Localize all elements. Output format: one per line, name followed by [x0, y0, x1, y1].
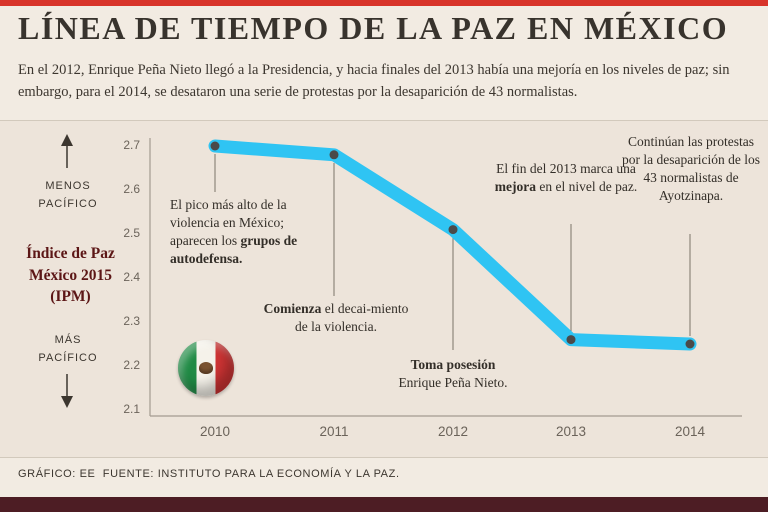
annotation-2013-post: en el nivel de paz. [536, 178, 638, 194]
y-tick-label: 2.6 [123, 182, 140, 196]
more-peaceful-label: MÁS PACÍFICO [38, 334, 98, 364]
annotation-2014-text: Continúan las protestas por la desaparic… [622, 134, 760, 203]
annotation-2012: Toma posesión Enrique Peña Nieto. [375, 356, 531, 392]
annotation-2013-bold: mejora [494, 178, 536, 194]
intro-text: En el 2012, Enrique Peña Nieto llegó a l… [18, 62, 730, 100]
annotation-2013-pre: El fin del 2013 marca una [496, 161, 636, 176]
x-tick-label: 2011 [319, 424, 349, 439]
flag-emblem-icon [199, 362, 213, 374]
less-peaceful-label: MENOS PACÍFICO [38, 180, 98, 210]
x-tick-label: 2012 [437, 424, 469, 439]
x-tick-label: 2010 [199, 424, 231, 439]
annotation-2014: Continúan las protestas por la desaparic… [620, 133, 762, 205]
x-tick-label: 2014 [674, 424, 706, 439]
annotation-2012-bold: Toma posesión [410, 357, 496, 372]
annotation-2010-bold: grupos de autodefensa. [170, 232, 298, 266]
top-accent-bar [0, 0, 768, 6]
y-tick-label: 2.3 [123, 314, 140, 328]
page-title: LÍNEA DE TIEMPO DE LA PAZ EN MÉXICO [18, 10, 729, 46]
annotation-2011: Comienza el decai-miento de la violencia… [256, 300, 416, 336]
y-tick-label: 2.7 [123, 138, 140, 152]
annotation-2011-bold: Comienza [263, 301, 322, 316]
bottom-accent-bar [0, 497, 768, 512]
y-tick-label: 2.1 [123, 402, 140, 416]
annotation-2010-text: El pico más alto de la violencia en Méxi… [170, 197, 287, 248]
annotation-2010: El pico más alto de la violencia en Méxi… [170, 196, 328, 268]
y-tick-label: 2.2 [123, 358, 140, 372]
peace-index-label: Índice de Paz México 2015 (IPM) [26, 245, 115, 306]
annotation-2011-text: el decai-miento de la violencia. [294, 301, 409, 334]
mexico-flag-icon [178, 340, 234, 396]
y-tick-label: 2.4 [123, 270, 140, 284]
source-credit: GRÁFICO: EE FUENTE: INSTITUTO PARA LA EC… [18, 468, 400, 480]
annotation-2012-text: Enrique Peña Nieto. [398, 374, 508, 390]
y-tick-label: 2.5 [123, 226, 140, 240]
x-tick-label: 2013 [555, 424, 587, 439]
annotation-2013: El fin del 2013 marca una mejora en el n… [487, 160, 645, 196]
